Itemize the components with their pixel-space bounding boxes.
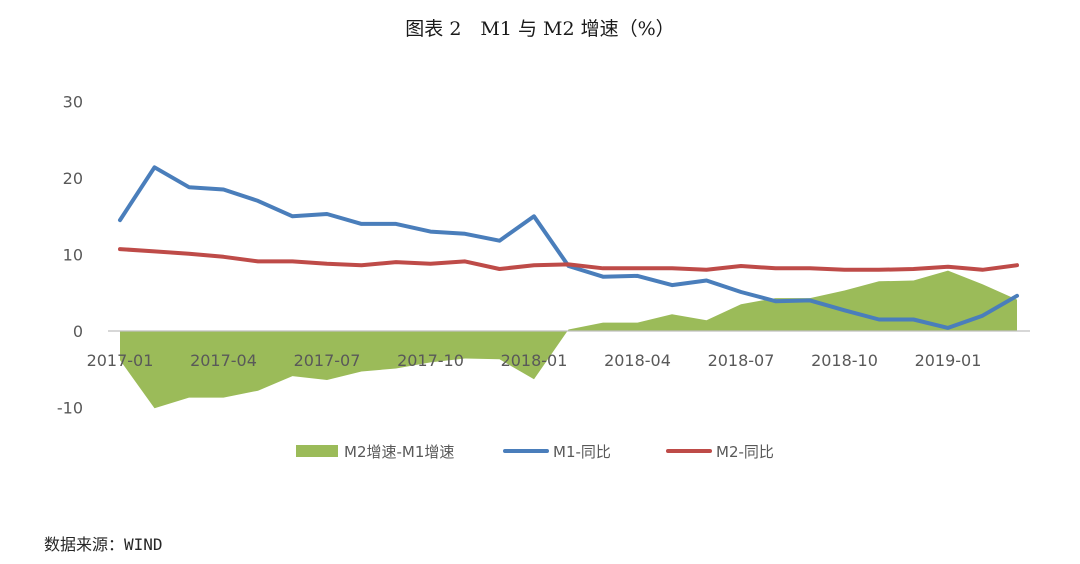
area-series-diff — [120, 270, 1017, 409]
x-tick-labels: 2017-01 2017-04 2017-07 2017-10 2018-01 2018-… — [87, 351, 982, 370]
legend-item: M2-同比 — [666, 443, 774, 461]
legend-swatch — [296, 445, 338, 457]
line-series-m2 — [118, 247, 1019, 272]
x-tick-label: 2018-04 — [604, 351, 671, 370]
source-label: 数据来源： — [44, 535, 125, 554]
x-tick-label: 2017-10 — [397, 351, 464, 370]
y-tick-label: 0 — [73, 322, 83, 341]
x-tick-label: 2017-04 — [190, 351, 257, 370]
x-tick-label: 2018-07 — [708, 351, 775, 370]
area-layer — [120, 270, 1017, 409]
x-tick-label: 2017-01 — [87, 351, 154, 370]
line-layer — [118, 165, 1019, 330]
y-tick-label: -10 — [57, 399, 83, 418]
x-tick-label: 2017-07 — [294, 351, 361, 370]
legend: M2增速-M1增速 M1-同比 M2-同比 — [296, 443, 774, 461]
source-note: 数据来源：WIND — [44, 531, 163, 555]
x-tick-label: 2018-01 — [501, 351, 568, 370]
legend-label: M1-同比 — [553, 443, 611, 461]
chart-title: 图表 2 M1 与 M2 增速（%） — [405, 18, 675, 40]
y-tick-label: 20 — [63, 169, 83, 188]
y-tick-label: 10 — [63, 246, 83, 265]
legend-label: M2-同比 — [716, 443, 774, 461]
x-tick-label: 2019-01 — [915, 351, 982, 370]
legend-label: M2增速-M1增速 — [344, 443, 454, 461]
y-tick-labels: -10 0 10 20 30 — [57, 93, 83, 418]
x-tick-label: 2018-10 — [811, 351, 878, 370]
legend-item: M2增速-M1增速 — [296, 443, 454, 461]
y-tick-label: 30 — [63, 93, 83, 112]
source-value: WIND — [124, 535, 163, 554]
legend-item: M1-同比 — [503, 443, 611, 461]
